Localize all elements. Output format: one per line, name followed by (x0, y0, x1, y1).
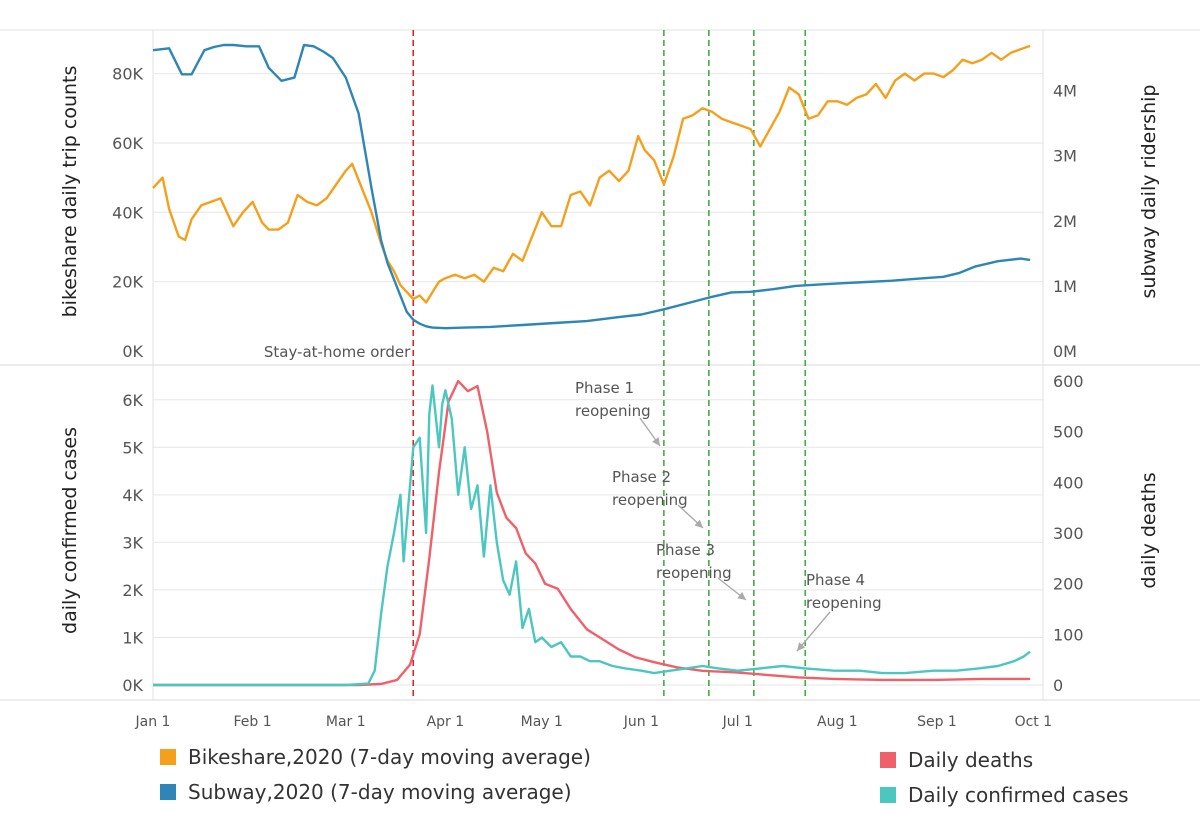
x-tick: Sep 1 (917, 714, 957, 730)
series-line (152, 43, 1031, 330)
y-right-tick: 600 (1053, 372, 1084, 391)
legend: Bikeshare,2020 (7-day moving average) Sub… (160, 745, 1129, 807)
phase-arrowhead (737, 591, 746, 600)
y-left-tick: 1K (122, 628, 143, 647)
legend-label: Daily confirmed cases (908, 783, 1129, 807)
phase-arrow (796, 611, 831, 652)
phase-arrowhead (694, 519, 703, 528)
legend-label: Subway,2020 (7-day moving average) (188, 780, 572, 804)
event-lines (412, 30, 807, 700)
phase-label: reopening (575, 402, 651, 420)
phase-label: Phase 2 (612, 468, 671, 486)
y-right-tick: 400 (1053, 473, 1084, 492)
x-tick: Jun 1 (623, 714, 659, 730)
legend-swatch (880, 752, 896, 768)
legend-swatch (160, 749, 176, 765)
y-right-tick: 2M (1053, 212, 1077, 231)
legend-swatch (160, 784, 176, 800)
series-line (152, 44, 1031, 304)
gridlines (0, 29, 1200, 701)
y-right-tick: 3M (1053, 147, 1077, 166)
x-tick: Oct 1 (1015, 714, 1053, 730)
y-left-tick: 80K (112, 65, 143, 84)
y-left-tick: 60K (112, 134, 143, 153)
x-tick: Jan 1 (135, 714, 171, 730)
y-left-tick: 0K (122, 342, 143, 361)
y-left-tick: 40K (112, 203, 143, 222)
y-left-tick: 6K (122, 391, 143, 410)
axis-titles: bikeshare daily trip counts subway daily … (59, 66, 1160, 634)
y-left-title: daily confirmed cases (59, 427, 81, 634)
x-tick: May 1 (521, 714, 563, 730)
phase-label: Phase 1 (575, 379, 634, 397)
y-left-tick: 4K (122, 486, 143, 505)
y-right-tick: 200 (1053, 575, 1084, 594)
phase-label: reopening (656, 564, 732, 582)
y-right-tick: 500 (1053, 423, 1084, 442)
y-right-title: subway daily ridership (1138, 85, 1160, 299)
x-tick: Jul 1 (722, 714, 753, 730)
x-tick: Mar 1 (326, 714, 366, 730)
phase-label: Phase 3 (656, 541, 715, 559)
series-line (153, 379, 1031, 687)
series-line (153, 384, 1031, 687)
tick-labels: 0K 20K 40K 60K 80K 0M 1M 2M 3M 4M 0K 1K 2K 3K 4K 5K 6K 0 1… (112, 65, 1083, 730)
phase-arrowhead (797, 642, 806, 651)
phase-label: reopening (612, 491, 688, 509)
x-tick: Feb 1 (234, 714, 272, 730)
annotations: Stay-at-home order Phase 1 reopening Phase … (264, 343, 882, 652)
y-right-tick: 300 (1053, 524, 1084, 543)
x-tick: Aug 1 (817, 714, 858, 730)
y-right-tick: 0M (1053, 342, 1077, 361)
y-left-title: bikeshare daily trip counts (59, 66, 81, 318)
y-right-tick: 100 (1053, 625, 1084, 644)
y-right-tick: 0 (1053, 676, 1063, 695)
phase-label: Phase 4 (806, 571, 865, 589)
series-lines (152, 43, 1031, 687)
legend-label: Bikeshare,2020 (7-day moving average) (188, 745, 591, 769)
x-tick: Apr 1 (427, 714, 465, 730)
legend-label: Daily deaths (908, 748, 1033, 772)
y-right-tick: 4M (1053, 82, 1077, 101)
y-right-title: daily deaths (1138, 472, 1160, 588)
y-right-tick: 1M (1053, 277, 1077, 296)
y-left-tick: 0K (122, 676, 143, 695)
y-left-tick: 5K (122, 438, 143, 457)
stay-at-home-label: Stay-at-home order (264, 343, 411, 361)
y-left-tick: 3K (122, 533, 143, 552)
y-left-tick: 20K (112, 273, 143, 292)
phase-arrowhead (652, 437, 660, 446)
legend-swatch (880, 787, 896, 803)
y-left-tick: 2K (122, 581, 143, 600)
phase-label: reopening (806, 594, 882, 612)
